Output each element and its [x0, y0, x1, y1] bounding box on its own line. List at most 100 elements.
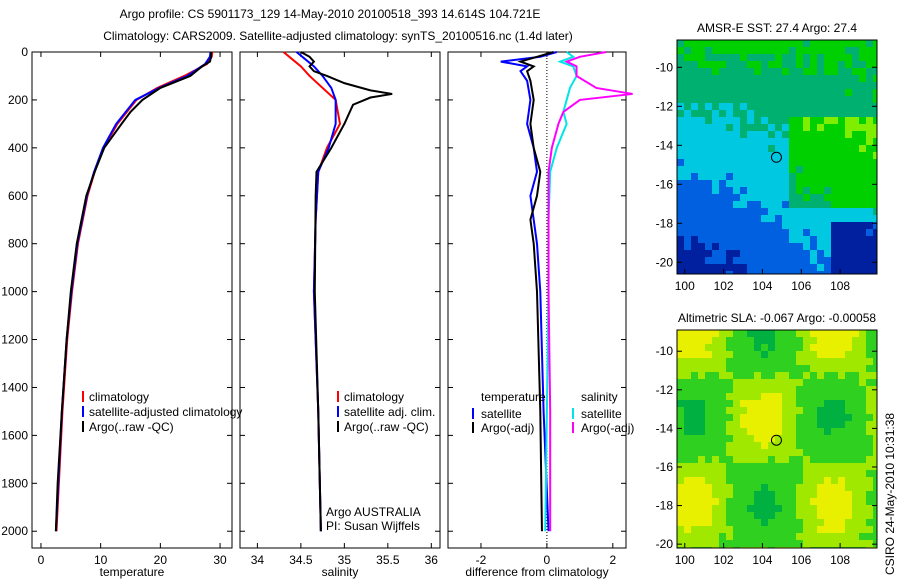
sst-map-panel: AMSR-E SST: 27.4 Argo: 27.4 100 102 104 106 1…	[656, 21, 878, 293]
x-tick-label: 20	[154, 553, 168, 567]
legend-group-title: salinity	[581, 390, 618, 404]
annotation-text: PI: Susan Wijffels	[326, 519, 420, 533]
series-line-salinity-argo-adj-	[547, 51, 633, 532]
map-frame	[676, 329, 878, 549]
y-tick-label: -10	[656, 60, 674, 74]
axes-frame	[447, 51, 627, 549]
y-tick-label: -20	[656, 255, 674, 269]
axes-frame	[31, 51, 233, 549]
y-tick-label: 1800	[1, 476, 28, 490]
heatmap-cells	[677, 330, 877, 548]
x-tick-label: 104	[752, 553, 772, 567]
legend-group-title: temperature	[481, 390, 546, 404]
series-line-argo-raw-qc-	[54, 52, 213, 532]
y-tick-label: -18	[656, 216, 674, 230]
y-tick-label: -10	[656, 344, 674, 358]
series-line-satellite-adjusted-climatology	[54, 51, 212, 532]
series-line-temperature-argo-adj-	[517, 51, 554, 532]
legend-swatch	[337, 406, 339, 417]
legend-entry: satellite	[581, 407, 622, 421]
x-axis-label: temperature	[100, 565, 165, 579]
map-title: Altimetric SLA: -0.067 Argo: -0.00058	[678, 311, 876, 325]
sla-map-panel: Altimetric SLA: -0.067 Argo: -0.00058 100…	[656, 311, 878, 567]
temperature-panel: 0 10 20 30 0 200 400 600 800 1000 1200 1400 1600 1800…	[1, 45, 242, 579]
x-tick-label: 0	[38, 553, 45, 567]
y-tick-label: -14	[656, 138, 674, 152]
side-label: CSIRO 24-May-2010 10:31:38	[883, 413, 897, 575]
series-line-climatology	[282, 51, 342, 532]
map-frame	[676, 39, 878, 275]
legend-swatch	[572, 408, 574, 419]
legend-swatch	[337, 391, 339, 402]
legend-swatch	[82, 421, 84, 432]
x-tick-label: 35.5	[376, 553, 400, 567]
x-tick-label: 0	[544, 553, 551, 567]
x-tick-label: 2	[609, 553, 616, 567]
argo-float-marker	[770, 434, 782, 446]
heatmap-cells	[677, 40, 877, 274]
x-axis-label: salinity	[322, 565, 359, 579]
axes-frame	[239, 51, 441, 549]
series-line-temperature-satellite	[500, 51, 558, 532]
y-tick-label: -18	[656, 499, 674, 513]
x-tick-label: 30	[213, 553, 227, 567]
x-tick-label: 100	[675, 553, 695, 567]
y-tick-label: 1600	[1, 428, 28, 442]
x-tick-label: 104	[752, 279, 772, 293]
x-tick-label: 10	[94, 553, 108, 567]
y-tick-label: -14	[656, 421, 674, 435]
legend-swatch	[82, 391, 84, 402]
legend-swatch	[82, 406, 84, 417]
y-tick-label: 0	[21, 45, 28, 59]
x-axis-label: difference from climatology	[465, 565, 608, 579]
annotation-text: Argo AUSTRALIA	[326, 505, 421, 519]
y-tick-label: -16	[656, 177, 674, 191]
series-line-satellite-adj-clim-	[295, 51, 337, 532]
y-tick-label: 800	[8, 237, 28, 251]
legend-entry: Argo(-adj)	[481, 421, 534, 435]
x-tick-label: -2	[476, 553, 487, 567]
legend-swatch	[472, 408, 474, 419]
y-tick-label: -12	[656, 99, 674, 113]
y-tick-label: 1000	[1, 285, 28, 299]
y-tick-label: 200	[8, 93, 28, 107]
legend-entry: climatology	[89, 390, 149, 404]
x-tick-label: 34	[251, 553, 265, 567]
legend-entry: Argo(..raw -QC)	[89, 420, 174, 434]
legend-swatch	[472, 422, 474, 433]
x-tick-label: 106	[791, 553, 811, 567]
legend-entry: climatology	[344, 390, 404, 404]
x-tick-label: 106	[791, 279, 811, 293]
x-tick-label: 102	[714, 279, 734, 293]
y-tick-label: 400	[8, 141, 28, 155]
legend-entry: Argo(-adj)	[581, 421, 634, 435]
y-tick-label: 1200	[1, 333, 28, 347]
x-tick-label: 36	[425, 553, 439, 567]
title-line-1: Argo profile: CS 5901173_129 14-May-2010…	[120, 7, 541, 21]
title-line-2: Climatology: CARS2009. Satellite-adjuste…	[103, 29, 573, 43]
x-tick-label: 102	[714, 553, 734, 567]
x-tick-label: 35	[338, 553, 352, 567]
y-tick-label: -12	[656, 383, 674, 397]
y-tick-label: 2000	[1, 524, 28, 538]
legend-swatch	[337, 421, 339, 432]
x-tick-label: 34.5	[289, 553, 313, 567]
y-tick-label: -16	[656, 460, 674, 474]
legend-entry: Argo(..raw -QC)	[344, 420, 429, 434]
y-tick-label: 600	[8, 189, 28, 203]
series-line-climatology	[55, 51, 214, 532]
x-tick-label: 108	[830, 553, 850, 567]
legend-entry: satellite-adjusted climatology	[89, 405, 242, 419]
legend-swatch	[572, 422, 574, 433]
y-tick-label: 1400	[1, 380, 28, 394]
salinity-panel: 34 34.5 35 35.5 36 salinity climatologysatelli…	[239, 51, 441, 579]
y-tick-label: -20	[656, 537, 674, 551]
series-line-argo-raw-qc-	[300, 51, 393, 532]
legend-entry: satellite adj. clim.	[344, 405, 435, 419]
map-title: AMSR-E SST: 27.4 Argo: 27.4	[697, 21, 857, 35]
x-tick-label: 100	[675, 279, 695, 293]
argo-float-marker	[770, 151, 782, 163]
